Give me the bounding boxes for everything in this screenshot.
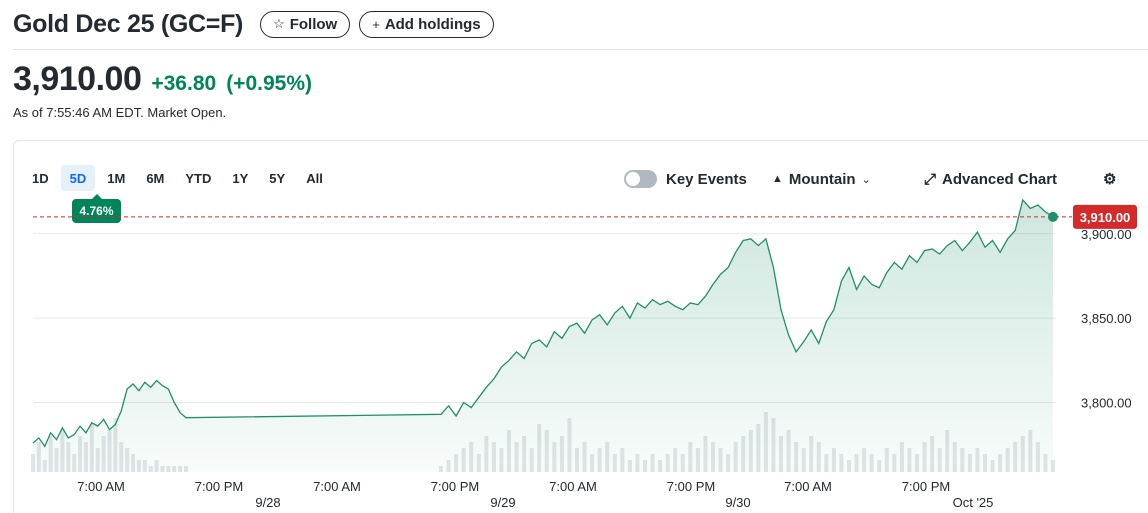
range-tab-1d[interactable]: 1D <box>32 170 49 186</box>
x-date-label: Oct '25 <box>953 495 994 510</box>
follow-label: Follow <box>289 15 338 33</box>
price-change-percent: (+0.95%) <box>226 72 312 95</box>
y-tick-label: 3,800.00 <box>1081 396 1132 411</box>
plus-icon: + <box>372 16 380 32</box>
gear-icon: ⚙ <box>1103 171 1117 188</box>
x-time-label: 7:00 PM <box>902 479 950 494</box>
settings-button[interactable]: ⚙ <box>1103 167 1116 191</box>
x-time-label: 7:00 AM <box>77 479 125 494</box>
chart-type-label: Mountain <box>788 170 856 188</box>
area-fill <box>33 200 1053 472</box>
range-tab-5y[interactable]: 5Y <box>269 170 286 186</box>
x-time-label: 7:00 PM <box>667 479 715 494</box>
add-holdings-label: Add holdings <box>384 15 481 33</box>
follow-button[interactable]: ☆ Follow <box>260 10 351 38</box>
x-time-label: 7:00 PM <box>195 479 243 494</box>
range-tab-5d[interactable]: 5D <box>60 165 96 191</box>
x-date-label: 9/30 <box>725 495 750 510</box>
key-events-label: Key Events <box>666 170 747 188</box>
mountain-icon: ▲ <box>772 173 783 185</box>
as-of-timestamp: As of 7:55:46 AM EDT. Market Open. <box>13 105 227 120</box>
expand-icon: ⤢ <box>924 170 937 188</box>
advanced-chart-label: Advanced Chart <box>942 170 1058 188</box>
range-tab-1y[interactable]: 1Y <box>232 170 249 186</box>
toggle-switch[interactable] <box>624 170 657 188</box>
price: 3,910.00 <box>13 60 142 98</box>
range-tab-6m[interactable]: 6M <box>146 170 165 186</box>
range-return-badge: 4.76% <box>72 194 121 223</box>
x-time-label: 7:00 PM <box>431 479 479 494</box>
quote-summary: 3,910.00 +36.80 (+0.95%) <box>13 60 312 99</box>
last-price-dot <box>1048 211 1058 222</box>
x-time-label: 7:00 AM <box>549 479 597 494</box>
last-price-label: 3,910.00 <box>1080 210 1131 225</box>
range-tab-all[interactable]: All <box>306 170 323 186</box>
add-holdings-button[interactable]: + Add holdings <box>359 10 494 38</box>
range-tabs: 1D 5D 1M 6M YTD 1Y 5Y All <box>23 165 335 191</box>
header-divider <box>13 49 1148 50</box>
range-tab-ytd[interactable]: YTD <box>185 170 212 186</box>
x-date-label: 9/29 <box>490 495 515 510</box>
advanced-chart-button[interactable]: ⤢ Advanced Chart <box>924 167 1057 191</box>
last-price-badge <box>1073 204 1137 229</box>
range-tab-1m[interactable]: 1M <box>107 170 126 186</box>
y-tick-label: 3,850.00 <box>1081 311 1132 326</box>
x-time-label: 7:00 AM <box>784 479 832 494</box>
header: Gold Dec 25 (GC=F) ☆ Follow + Add holdin… <box>13 8 494 40</box>
y-tick-label: 3,900.00 <box>1081 227 1132 242</box>
price-line <box>32 198 1054 448</box>
x-time-label: 7:00 AM <box>313 479 361 494</box>
star-icon: ☆ <box>273 16 285 31</box>
chart-type-dropdown[interactable]: ▲ Mountain ⌄ <box>772 167 871 191</box>
chevron-down-icon: ⌄ <box>861 173 871 186</box>
x-date-label: 9/28 <box>255 495 280 510</box>
key-events-toggle[interactable]: Key Events <box>624 167 747 191</box>
toggle-knob <box>626 172 640 186</box>
page-title: Gold Dec 25 (GC=F) <box>13 9 244 38</box>
price-change: +36.80 <box>151 72 217 95</box>
